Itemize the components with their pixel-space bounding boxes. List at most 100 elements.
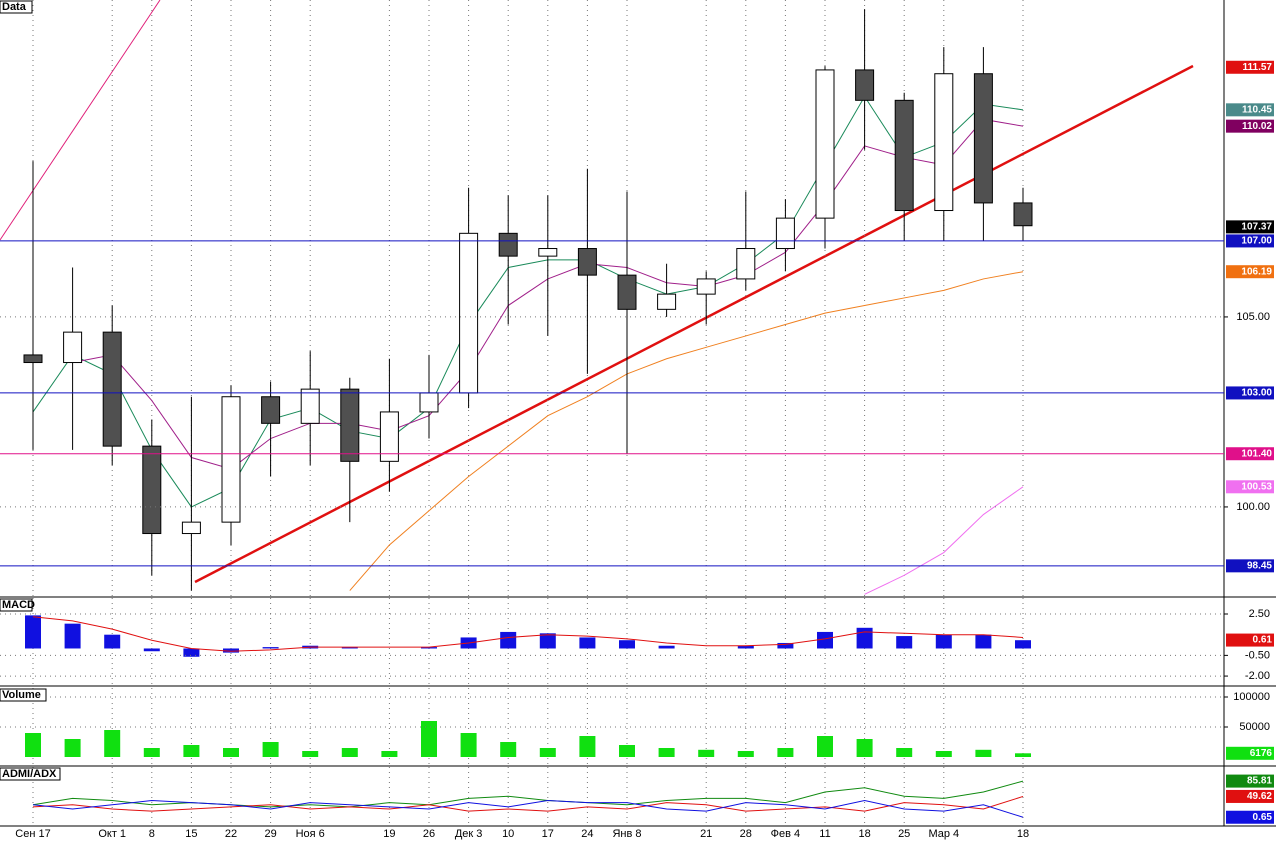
x-tick-label: Ноя 6	[296, 828, 325, 840]
x-tick-label: Мар 4	[928, 828, 959, 840]
price-tag	[1226, 789, 1274, 803]
candle-body	[181, 521, 201, 535]
x-tick-label: 29	[264, 828, 276, 840]
macd-bar	[25, 615, 41, 649]
volume-bar	[421, 721, 437, 757]
volume-bar	[223, 748, 239, 757]
macd-bar	[64, 623, 81, 649]
volume-bar	[817, 736, 833, 757]
price-tag-label: 110.02	[1242, 121, 1272, 132]
macd-bar	[619, 640, 635, 649]
candle-body	[23, 354, 43, 364]
y-tick-label: 2.50	[1249, 608, 1270, 620]
volume-bar	[619, 745, 635, 757]
macd-bar	[856, 627, 873, 649]
volume-bar	[856, 739, 873, 757]
macd-bar	[539, 633, 556, 649]
x-tick-label: Фев 4	[771, 828, 801, 840]
candle-body	[261, 396, 281, 424]
price-tag-label: 0.65	[1253, 812, 1273, 823]
candle-body	[1013, 202, 1033, 227]
x-tick-label: 18	[858, 828, 870, 840]
price-tag-label: 85.81	[1247, 776, 1272, 787]
y-tick-label: 105.00	[1236, 311, 1270, 323]
candle-body	[657, 293, 677, 310]
volume-bar	[896, 748, 913, 757]
candle-body	[300, 388, 320, 424]
macd-bar	[975, 634, 992, 649]
panel-title-box	[0, 688, 47, 702]
indicator-line	[32, 95, 1024, 508]
volume-bar	[262, 742, 279, 757]
drawings	[0, 0, 1194, 584]
candle-body	[221, 396, 241, 523]
volume-bar	[935, 751, 952, 757]
macd-bar	[777, 642, 794, 649]
price-tag	[1226, 220, 1274, 234]
price-tag	[1226, 447, 1274, 461]
macd-bar	[658, 645, 675, 649]
panel-title: MACD	[2, 599, 35, 611]
x-tick-label: 19	[383, 828, 395, 840]
trend-line	[0, 0, 161, 241]
price-tag-label: 101.40	[1241, 448, 1272, 459]
x-tick-label: 10	[502, 828, 514, 840]
volume-bar	[302, 751, 319, 757]
x-tick-label: 18	[1017, 828, 1029, 840]
macd-bar	[817, 631, 833, 649]
price-tag	[1226, 559, 1274, 573]
macd-bar	[935, 634, 952, 649]
y-tick-label: -2.00	[1245, 670, 1270, 682]
x-tick-label: 8	[149, 828, 155, 840]
volume-bar	[698, 749, 715, 757]
panel	[25, 721, 1031, 757]
price-tag	[1226, 119, 1274, 133]
panel-title: Data	[2, 1, 27, 13]
macd-bar	[500, 631, 517, 649]
candle-body	[894, 99, 914, 212]
x-tick-label: 24	[581, 828, 593, 840]
volume-bar	[777, 748, 794, 757]
macd-bar	[262, 647, 279, 649]
candle-body	[736, 248, 756, 280]
candle-body	[617, 274, 637, 310]
volume-bar	[1015, 753, 1031, 757]
candle-body	[498, 232, 518, 257]
macd-bar	[896, 636, 913, 649]
volume-bar	[183, 745, 200, 757]
price-tag	[1226, 60, 1274, 74]
price-tag-label: 107.00	[1241, 236, 1272, 247]
volume-bar	[658, 748, 675, 757]
price-tag-label: 106.19	[1241, 266, 1272, 277]
x-tick-label: 21	[700, 828, 712, 840]
price-tag-label: 110.45	[1242, 104, 1272, 115]
price-tag	[1226, 480, 1274, 494]
panel	[0, 9, 1224, 595]
x-tick-label: Янв 8	[612, 828, 641, 840]
volume-bar	[460, 733, 477, 757]
indicator-line	[32, 616, 1024, 652]
price-tag	[1226, 265, 1274, 279]
indicator-line	[32, 800, 1024, 818]
price-tag-label: 111.57	[1243, 62, 1273, 73]
panel	[25, 615, 1031, 657]
price-tag-label: 49.62	[1247, 791, 1272, 802]
candle-body	[419, 392, 439, 413]
candle-body	[855, 69, 875, 101]
price-tag	[1226, 746, 1274, 760]
y-tick-label: 100.00	[1236, 501, 1270, 513]
trend-line	[194, 64, 1194, 584]
volume-bar	[737, 751, 754, 757]
candle-body	[340, 388, 360, 462]
price-tag-label: 98.45	[1247, 560, 1272, 571]
price-tag-label: 100.53	[1241, 481, 1272, 492]
volume-bar	[341, 748, 358, 757]
candle-body	[696, 278, 716, 295]
price-tag-label: 0.61	[1253, 635, 1273, 646]
x-tick-label: 28	[740, 828, 752, 840]
panel-title-box	[0, 767, 61, 781]
macd-bar	[104, 634, 121, 649]
candle-body	[379, 411, 399, 462]
y-tick-label: 100000	[1233, 691, 1270, 703]
